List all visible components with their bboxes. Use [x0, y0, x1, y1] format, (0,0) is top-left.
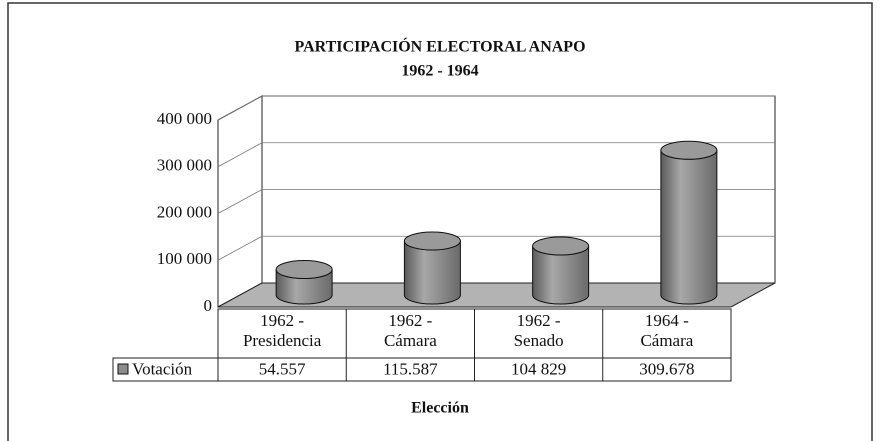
- x-tick-label: 1962 -Presidencia: [243, 311, 322, 350]
- y-tick-label: 100 000: [157, 249, 212, 268]
- y-tick-label: 300 000: [157, 156, 212, 175]
- y-tick-label: 200 000: [157, 202, 212, 221]
- chart-title: PARTICIPACIÓN ELECTORAL ANAPO: [294, 37, 585, 56]
- grid-line: [217, 189, 775, 214]
- floor: [217, 282, 776, 308]
- value-label: 104 829: [511, 359, 566, 378]
- y-tick-label: 400 000: [157, 109, 212, 128]
- legend-swatch: [117, 363, 129, 375]
- chart-subtitle: 1962 - 1964: [401, 63, 478, 80]
- x-axis-label: Elección: [411, 400, 469, 417]
- bar-top: [660, 140, 718, 160]
- bar: [660, 150, 718, 305]
- grid-line: [217, 95, 775, 121]
- value-label: 309.678: [639, 359, 694, 378]
- grid-line: [217, 142, 775, 168]
- grid-line: [217, 235, 775, 261]
- x-tick-label: 1962 -Cámara: [384, 311, 437, 350]
- value-label: 115.587: [383, 359, 438, 378]
- value-label: 54.557: [259, 359, 306, 378]
- x-tick-label: 1962 -Senado: [514, 311, 564, 350]
- table-border: [112, 357, 219, 382]
- bar-top: [532, 236, 590, 256]
- y-tick-label: 0: [204, 296, 213, 315]
- bar-top: [275, 259, 333, 279]
- bar-top: [403, 231, 461, 251]
- frame: [7, 2, 873, 441]
- legend-label: Votación: [132, 359, 193, 378]
- x-tick-label: 1964 -Cámara: [640, 311, 693, 350]
